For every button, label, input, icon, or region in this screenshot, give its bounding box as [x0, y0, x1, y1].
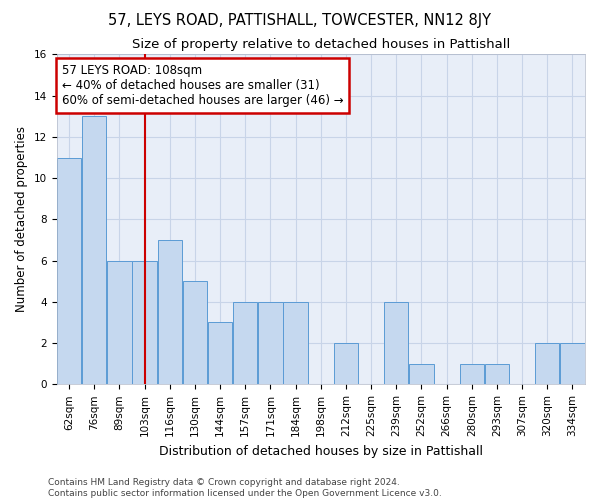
Bar [107, 260, 131, 384]
Bar [460, 364, 484, 384]
Bar [535, 343, 559, 384]
Bar [82, 116, 106, 384]
Bar [560, 343, 584, 384]
Bar [485, 364, 509, 384]
Bar [334, 343, 358, 384]
Bar [183, 281, 207, 384]
Bar [158, 240, 182, 384]
Bar [258, 302, 283, 384]
Bar [409, 364, 434, 384]
Bar [283, 302, 308, 384]
Bar [384, 302, 409, 384]
Bar [133, 260, 157, 384]
Text: Contains HM Land Registry data © Crown copyright and database right 2024.
Contai: Contains HM Land Registry data © Crown c… [48, 478, 442, 498]
Text: 57 LEYS ROAD: 108sqm
← 40% of detached houses are smaller (31)
60% of semi-detac: 57 LEYS ROAD: 108sqm ← 40% of detached h… [62, 64, 343, 108]
X-axis label: Distribution of detached houses by size in Pattishall: Distribution of detached houses by size … [159, 444, 483, 458]
Text: 57, LEYS ROAD, PATTISHALL, TOWCESTER, NN12 8JY: 57, LEYS ROAD, PATTISHALL, TOWCESTER, NN… [109, 12, 491, 28]
Bar [233, 302, 257, 384]
Title: Size of property relative to detached houses in Pattishall: Size of property relative to detached ho… [131, 38, 510, 51]
Bar [57, 158, 82, 384]
Bar [208, 322, 232, 384]
Y-axis label: Number of detached properties: Number of detached properties [15, 126, 28, 312]
